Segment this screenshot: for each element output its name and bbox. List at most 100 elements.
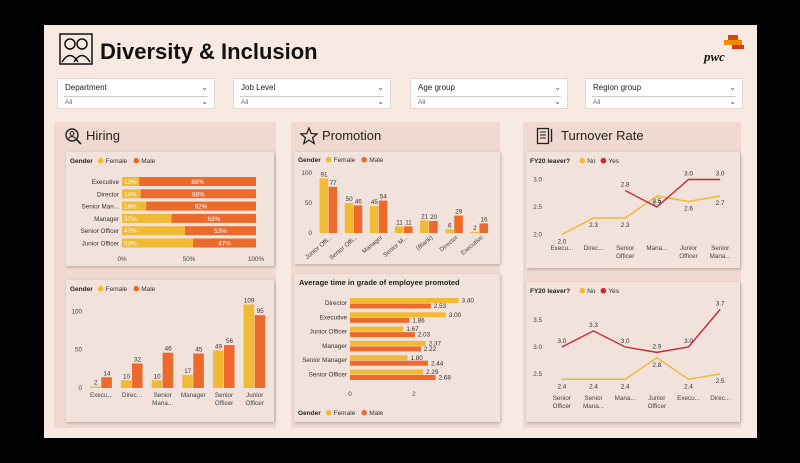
chevron-down-icon[interactable]: ⌄ (377, 83, 384, 92)
region-group-slicer[interactable]: Region group ⌄ All ⌄ (585, 78, 743, 109)
category-label: Manager (361, 234, 384, 255)
department-slicer[interactable]: Department ⌄ All ⌄ (57, 78, 215, 109)
category-label: Mana... (646, 245, 667, 252)
category-label: Officer (616, 253, 634, 260)
legend-marker (600, 287, 607, 294)
y-tick-label: 3.0 (533, 344, 542, 351)
hiring-count-card[interactable]: 0 50 100 2 14 Execu... 10 32 Direc... 10 46 Senior M… (66, 280, 274, 422)
data-label: 53% (214, 228, 227, 235)
job-level-slicer[interactable]: Job Level ⌄ All ⌄ (233, 78, 391, 109)
chevron-down-icon[interactable]: ⌄ (377, 97, 384, 106)
data-label: 2.3 (589, 222, 598, 229)
category-label: Senior (616, 245, 634, 252)
category-label: Executive (460, 234, 485, 257)
legend-label: Male (369, 410, 383, 417)
avg-time-card[interactable]: Average time in grade of employee promot… (294, 274, 500, 422)
bar-male (162, 352, 174, 388)
category-label: Mana... (152, 400, 173, 407)
legend-marker (579, 287, 585, 294)
document-pen-icon (536, 127, 553, 145)
y-tick-label: 2.5 (533, 204, 542, 211)
y-tick-label: 3.5 (533, 317, 542, 324)
chevron-down-icon[interactable]: ⌄ (729, 83, 736, 92)
category-label: Director (97, 191, 119, 198)
x-tick-label: 2 (412, 391, 416, 398)
data-label: 2.22 (424, 346, 437, 353)
bar-male (353, 205, 363, 233)
legend-marker (600, 157, 607, 164)
category-label: Junior (680, 245, 697, 252)
turnover-section: Turnover Rate FY20 leaver? No Yes 2.0 2.5 3.0… (523, 122, 741, 428)
y-tick-label: 3.0 (533, 177, 542, 184)
bar-male (139, 177, 256, 186)
chevron-down-icon[interactable]: ⌄ (201, 97, 208, 106)
data-label: 21 (421, 213, 429, 220)
slicer-value: All (241, 99, 249, 106)
legend-marker (133, 157, 139, 164)
category-label: Execu... (550, 245, 573, 252)
bar-male (350, 303, 431, 309)
category-label: Officer (245, 400, 263, 407)
data-label: 2.4 (684, 383, 693, 390)
star-icon (300, 127, 318, 145)
data-label: 1.67 (406, 326, 419, 333)
data-label: 17 (184, 368, 192, 375)
category-label: Senior Manager (302, 357, 347, 364)
bar-female (350, 340, 426, 346)
brand-logo (724, 35, 744, 49)
data-label: 18% (124, 204, 137, 211)
data-label: 37% (124, 216, 137, 223)
data-label: 82% (195, 204, 208, 211)
category-label: Executive (92, 179, 120, 186)
hiring-share-card[interactable]: Gender Female Male Executive 13% 88% Director 1… (66, 152, 274, 266)
data-label: 3.0 (684, 171, 693, 178)
category-label: Manager (322, 343, 347, 350)
data-label: 3.00 (449, 312, 462, 319)
y-tick-label: 100 (71, 308, 82, 315)
chevron-down-icon[interactable]: ⌄ (201, 83, 208, 92)
promotion-count-card[interactable]: 0 50 100 91 77 Junior Offi... 50 46 Senior Offi.… (294, 152, 500, 264)
legend-label: Female (334, 157, 356, 164)
data-label: 3.3 (589, 322, 598, 329)
chevron-down-icon[interactable]: ⌄ (554, 83, 561, 92)
data-label: 2.8 (652, 362, 661, 369)
legend-label: Female (334, 410, 356, 417)
data-label: 46 (355, 198, 363, 205)
turnover-2-card[interactable]: FY20 leaver? No Yes 2.5 3.0 3.5 2.4 2.4 2.4 2.8 2.… (526, 282, 740, 422)
slicer-value: All (593, 99, 601, 106)
category-label: Senior Officer (81, 228, 119, 235)
data-label: 91 (321, 171, 329, 178)
y-tick-label: 50 (75, 347, 83, 354)
bar-female (122, 226, 185, 236)
bar-female (122, 201, 147, 211)
data-label: 32 (134, 356, 142, 363)
category-label: (Blank) (415, 234, 435, 252)
data-label: 2.68 (439, 375, 452, 382)
data-label: 3.40 (462, 298, 475, 305)
turnover-1-card[interactable]: FY20 leaver? No Yes 2.0 2.5 3.0 2.0 2.3 2.3 2.7 2.… (526, 152, 740, 268)
age-group-slicer[interactable]: Age group ⌄ All ⌄ (410, 78, 568, 109)
line-yes (624, 178, 721, 208)
bar-female (120, 380, 132, 388)
category-label: Senior (154, 392, 172, 399)
bar-male (171, 213, 256, 223)
bar-male (429, 221, 438, 233)
bar-female (319, 178, 329, 233)
category-label: Senior Offi... (328, 234, 359, 262)
chevron-down-icon[interactable]: ⌄ (729, 97, 736, 106)
y-tick-label: 50 (305, 200, 313, 207)
category-label: Senior M... (382, 234, 410, 259)
data-label: 53% (124, 241, 137, 248)
data-label: 1.80 (411, 355, 424, 362)
data-label: 13% (124, 179, 137, 186)
data-label: 88% (191, 179, 204, 186)
data-label: 77 (330, 180, 338, 187)
category-label: Mana... (615, 395, 636, 402)
x-tick-label: 0 (348, 391, 352, 398)
data-label: 2.3 (621, 222, 630, 229)
data-label: 11 (405, 219, 412, 226)
data-label: 2 (94, 379, 98, 386)
data-label: 2.8 (621, 182, 630, 189)
chevron-down-icon[interactable]: ⌄ (554, 97, 561, 106)
